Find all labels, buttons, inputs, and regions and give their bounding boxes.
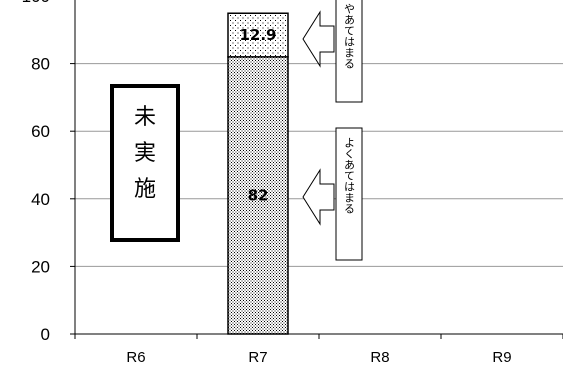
- y-tick-label: 60: [31, 122, 50, 141]
- callout-yaya-label: やあてはまる: [343, 3, 356, 69]
- data-label: 82: [248, 186, 269, 204]
- callout-yaya: やあてはまる: [302, 0, 363, 103]
- bar-segment: [227, 56, 289, 335]
- y-tick-label: 0: [41, 325, 50, 344]
- x-tick-label: R8: [370, 349, 389, 366]
- y-tick-label: 20: [31, 257, 50, 276]
- y-tick-label: 100: [22, 0, 50, 6]
- not-conducted-char: 未: [134, 105, 156, 130]
- callout-yoku: よくあてはまる: [302, 127, 363, 261]
- x-tick-label: R9: [492, 349, 511, 366]
- callout-yoku-label: よくあてはまる: [343, 137, 356, 214]
- x-tick-label: R7: [248, 349, 267, 366]
- y-axis-ticks: 0 20 40 60 80 100: [22, 0, 75, 344]
- axes: [74, 0, 563, 339]
- y-tick-label: 40: [31, 190, 50, 209]
- not-conducted-char: 実: [134, 141, 156, 166]
- x-tick-label: R6: [126, 349, 145, 366]
- not-conducted-char: 施: [134, 177, 156, 202]
- bar-segment: [227, 12, 289, 58]
- x-axis-labels: R6 R7 R8 R9: [126, 349, 511, 366]
- bars: 82 12.9: [227, 12, 289, 335]
- data-label: 12.9: [239, 26, 276, 44]
- y-tick-label: 80: [31, 55, 50, 74]
- not-conducted-box: 未 実 施: [110, 84, 180, 242]
